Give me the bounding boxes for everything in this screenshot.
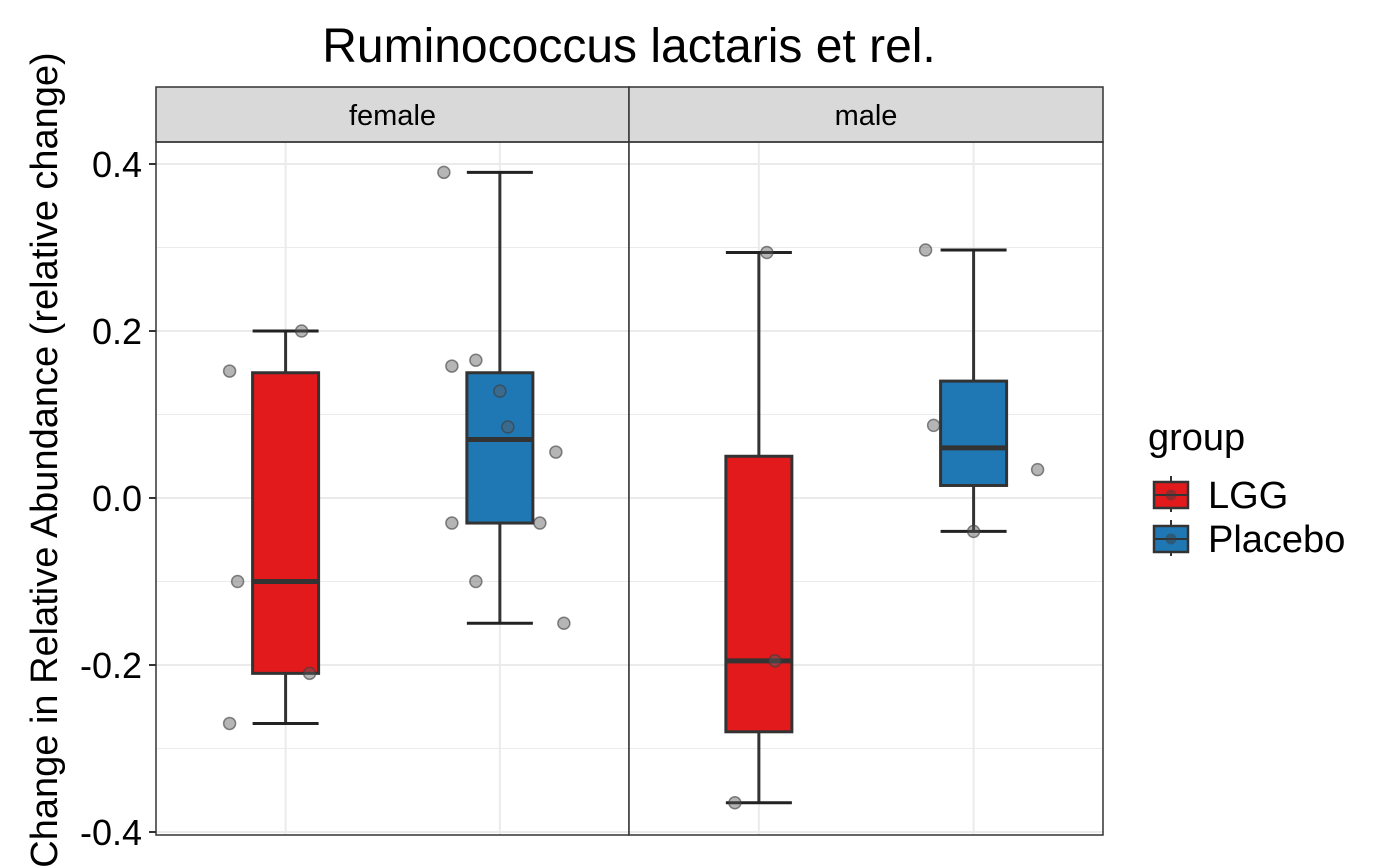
box-male-Placebo (918, 243, 1045, 539)
data-point (501, 420, 515, 434)
legend-key-point (1165, 489, 1177, 501)
data-point (445, 516, 459, 530)
y-tick-label: 0.2 (92, 311, 142, 352)
legend-key-point (1165, 533, 1177, 545)
panel-male: male (628, 86, 1104, 836)
y-tick-label: 0.4 (92, 144, 142, 185)
legend-key-Placebo (1152, 520, 1190, 556)
panel-border (628, 141, 1104, 836)
panel-background (629, 142, 1103, 835)
chart-title: Ruminococcus lactaris et rel. (322, 20, 936, 73)
data-point (533, 516, 547, 530)
box-body (724, 454, 794, 734)
data-point (493, 384, 507, 398)
box-female-Placebo (437, 165, 571, 630)
data-point (768, 654, 782, 668)
strip-background (628, 86, 1104, 143)
data-point (549, 445, 563, 459)
data-point (469, 574, 483, 589)
data-point (728, 796, 742, 810)
strip-label: male (835, 100, 898, 132)
data-point (918, 243, 933, 257)
panel-female: female (155, 86, 630, 836)
y-tick-label: -0.4 (80, 812, 142, 853)
legend-label: LGG (1208, 475, 1288, 517)
data-point (294, 324, 309, 338)
box-body (939, 379, 1009, 487)
panel-background (156, 142, 629, 835)
data-point (469, 353, 483, 367)
data-point (1030, 462, 1045, 477)
legend-label: Placebo (1208, 519, 1345, 561)
data-point (222, 716, 237, 731)
data-point (760, 245, 774, 260)
box-female-LGG (222, 324, 321, 731)
data-point (222, 364, 237, 378)
y-tick-label: 0.0 (92, 478, 142, 519)
data-point (926, 418, 941, 433)
legend-title: group (1148, 417, 1245, 459)
strip-label: female (349, 100, 436, 132)
y-tick-label: -0.2 (80, 645, 142, 686)
data-point (437, 165, 451, 180)
legend-key-LGG (1152, 476, 1190, 512)
data-point (302, 666, 317, 681)
data-point (445, 359, 459, 373)
y-axis-label: Change in Relative Abundance (relative c… (24, 52, 66, 866)
data-point (230, 574, 245, 589)
box-body (251, 371, 321, 675)
box-male-LGG (724, 245, 794, 810)
data-point (966, 524, 981, 539)
data-point (557, 616, 571, 630)
